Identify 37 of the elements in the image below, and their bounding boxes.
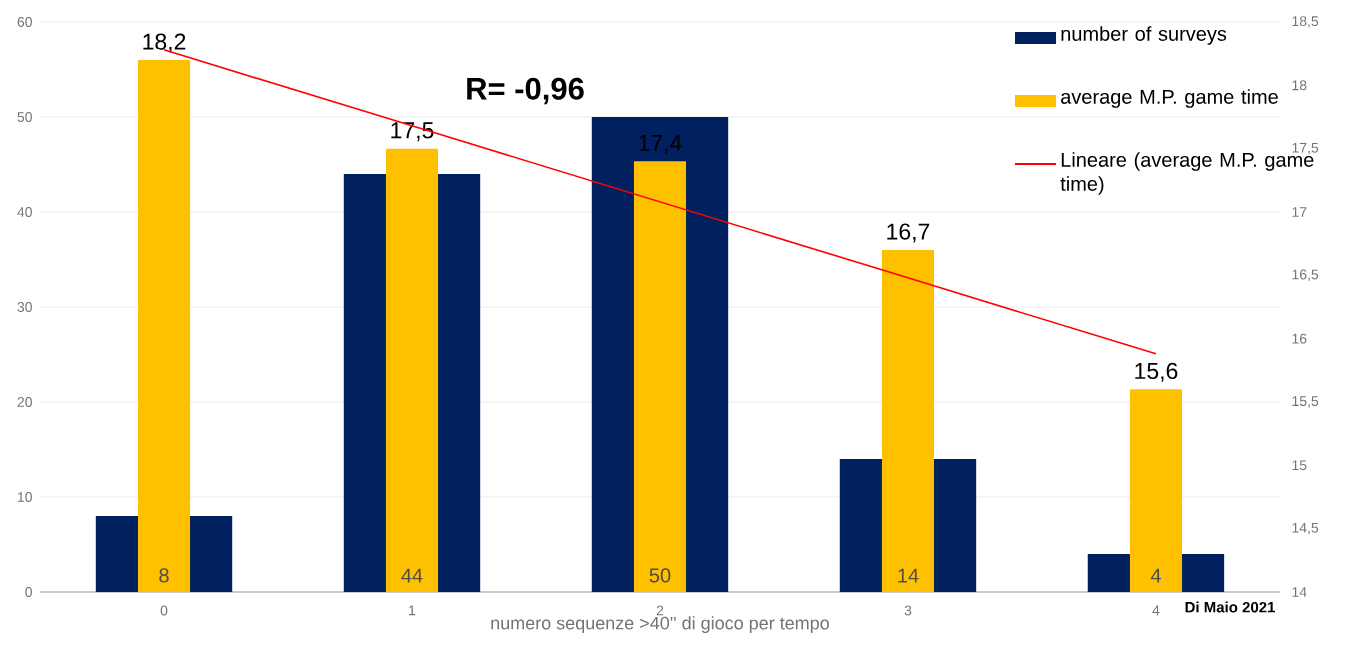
y2-tick-label: 17 xyxy=(1292,207,1307,217)
x-tick-label: 4 xyxy=(1152,605,1160,616)
annotation: R= -0,96 xyxy=(467,77,584,105)
y-tick-label: 10 xyxy=(17,492,32,502)
data-label: 44 xyxy=(401,568,423,583)
y2-tick-label: 17,5 xyxy=(1292,142,1319,155)
data-label: 15,6 xyxy=(1135,362,1178,382)
data-label: 8 xyxy=(159,568,169,583)
y-tick-label: 50 xyxy=(17,112,32,122)
data-label: 18,2 xyxy=(143,33,186,53)
y-tick-label: 0 xyxy=(25,587,32,597)
y2-tick-label: 14 xyxy=(1292,587,1307,597)
data-label: 50 xyxy=(649,568,671,583)
legend-label: average M.P. game time xyxy=(1061,89,1278,108)
x-tick-label: 3 xyxy=(904,605,912,616)
y-tick-label: 30 xyxy=(17,302,32,312)
y2-tick-label: 16 xyxy=(1292,333,1307,344)
data-label: 4 xyxy=(1150,568,1161,583)
legend-label: number of surveys xyxy=(1061,26,1227,45)
x-axis-title: numero sequenze >40'' di gioco per tempo xyxy=(491,616,829,634)
x-tick-label: 0 xyxy=(160,605,168,616)
y-tick-label: 20 xyxy=(17,397,32,407)
y-tick-label: 40 xyxy=(17,207,32,217)
data-label: 17,4 xyxy=(639,135,682,154)
y2-tick-label: 15 xyxy=(1292,460,1307,471)
y2-tick-label: 14,5 xyxy=(1292,522,1319,535)
x-tick-label: 2 xyxy=(656,605,664,616)
data-label: 17,5 xyxy=(391,122,434,142)
y2-tick-label: 15,5 xyxy=(1292,396,1319,408)
data-label: 14 xyxy=(898,568,919,583)
y2-tick-label: 18 xyxy=(1292,80,1307,91)
data-label: 16,7 xyxy=(887,223,930,243)
y-tick-label: 60 xyxy=(17,17,32,27)
x-tick-label: 1 xyxy=(409,605,416,616)
y2-tick-label: 18,5 xyxy=(1292,16,1319,28)
text: Di Maio 2021 xyxy=(1185,601,1276,613)
y2-tick-label: 16,5 xyxy=(1292,269,1319,282)
